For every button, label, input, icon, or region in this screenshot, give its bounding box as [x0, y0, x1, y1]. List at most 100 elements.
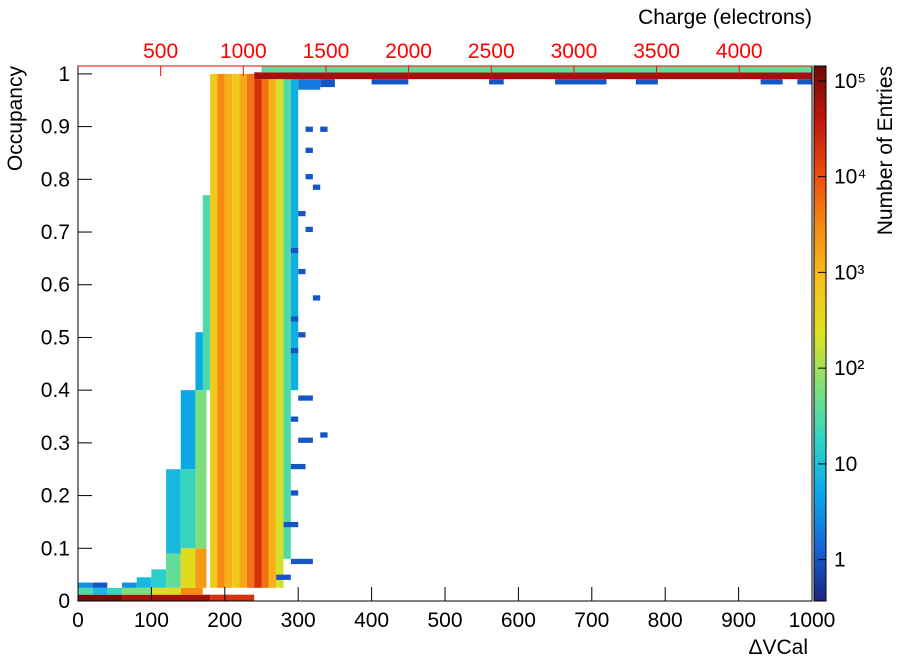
heatmap-cell [305, 226, 313, 233]
heatmap-cell [254, 72, 812, 80]
heatmap-cell [268, 79, 277, 588]
heatmap-cell [195, 390, 207, 549]
x-tick-label: 100 [134, 609, 169, 632]
heatmap-cell [290, 347, 299, 354]
heatmap-cell [276, 574, 291, 580]
heatmap-cell [195, 548, 207, 588]
x2-tick-label: 3500 [633, 40, 680, 63]
x-axis-title: ΔVCal [748, 636, 808, 659]
heatmap-cell [136, 577, 152, 588]
heatmap-cell [305, 147, 313, 153]
y-tick-label: 0 [58, 590, 70, 613]
heatmap-cell [210, 73, 218, 588]
heatmap-cell [261, 66, 812, 73]
x2-tick-label: 1500 [303, 40, 350, 63]
heatmap-cell [298, 79, 321, 90]
z-tick-label: 10² [834, 357, 864, 380]
heatmap-cell [320, 126, 328, 132]
heatmap-cell [151, 587, 181, 595]
colorbar [813, 65, 827, 602]
x-tick-label: 800 [648, 609, 683, 632]
x2-tick-label: 3000 [551, 40, 598, 63]
x-tick-label: 900 [721, 609, 756, 632]
heatmap-cell [320, 79, 335, 88]
heatmap-cell [298, 395, 313, 401]
x2-tick-label: 2000 [385, 40, 432, 63]
y-tick-label: 0.3 [41, 432, 70, 455]
heatmap-cell [122, 594, 211, 601]
x-tick-label: 0 [72, 609, 84, 632]
heatmap-cell [298, 210, 306, 217]
heatmap-cell [180, 548, 196, 588]
heatmap-cell [232, 73, 240, 588]
heatmap-cell [261, 79, 269, 588]
heatmap-cell [298, 268, 306, 275]
x2-tick-label: 1000 [220, 40, 267, 63]
heatmap-cell [797, 79, 812, 85]
heatmap-cell [635, 79, 658, 85]
heatmap-cell [312, 295, 321, 301]
heatmap-cell [202, 195, 211, 391]
x-tick-label: 200 [207, 609, 242, 632]
heatmap-cell [78, 587, 93, 595]
heatmap-cell [92, 587, 108, 595]
heatmap-cell [210, 594, 255, 601]
x-tick-label: 300 [281, 609, 316, 632]
heatmap-cell [298, 332, 306, 338]
heatmap-cell [290, 416, 299, 422]
heatmap-cell [122, 587, 152, 595]
z-axis-title: Number of Entries [874, 66, 897, 235]
x2-tick-label: 2500 [468, 40, 515, 63]
y-tick-label: 0.7 [41, 221, 70, 244]
heatmap-cell [290, 316, 299, 322]
heatmap-cell [290, 490, 299, 496]
x-tick-label: 500 [427, 609, 462, 632]
heatmap-cell [276, 79, 284, 588]
x2-tick-label: 500 [143, 40, 178, 63]
y-tick-label: 0.8 [41, 168, 70, 191]
heatmap-cell [283, 521, 299, 528]
y-axis-title: Occupancy [4, 66, 27, 172]
heatmap-cell [555, 79, 607, 85]
heatmap-cell [320, 432, 328, 438]
heatmap-cell [92, 582, 108, 588]
heatmap-cell [290, 79, 299, 391]
heatmap-cell [166, 553, 181, 588]
x-tick-label: 700 [574, 609, 609, 632]
heatmap-cell [166, 469, 181, 554]
heatmap-cell [239, 73, 247, 588]
x-tick-label: 1000 [789, 609, 836, 632]
y-tick-label: 0.4 [41, 379, 71, 402]
x2-axis-title: Charge (electrons) [638, 6, 812, 29]
x2-tick-label: 4000 [716, 40, 763, 63]
x-tick-label: 600 [501, 609, 536, 632]
heatmap-cell [489, 79, 504, 85]
heatmap-cell [180, 587, 203, 595]
heatmap-cell [290, 247, 299, 254]
y-tick-label: 1 [58, 63, 70, 86]
heatmap-cell [122, 582, 137, 588]
x-tick-label: 400 [354, 609, 389, 632]
heatmap-cell [195, 332, 207, 391]
z-tick-label: 10 [834, 453, 857, 476]
z-tick-label: 10⁴ [834, 166, 866, 189]
heatmap-cell [305, 174, 313, 180]
heatmap-cell [283, 79, 291, 559]
heatmap-cell [180, 390, 196, 470]
y-tick-label: 0.6 [41, 274, 70, 297]
y-tick-label: 0.1 [41, 537, 70, 560]
heatmap-cell [290, 558, 313, 565]
heatmap-cell [298, 437, 313, 443]
heatmap-cell [246, 73, 255, 588]
heatmap-cell [305, 126, 313, 132]
heatmap-cell [254, 79, 262, 588]
heatmap-cell [371, 79, 409, 85]
heatmap-cell [217, 73, 225, 588]
y-tick-label: 0.9 [41, 116, 70, 139]
heatmap-cell [151, 569, 167, 588]
heatmap-cell [180, 469, 196, 549]
y-tick-label: 0.2 [41, 485, 70, 508]
y-tick-label: 0.5 [41, 326, 70, 349]
z-tick-label: 1 [834, 549, 846, 572]
